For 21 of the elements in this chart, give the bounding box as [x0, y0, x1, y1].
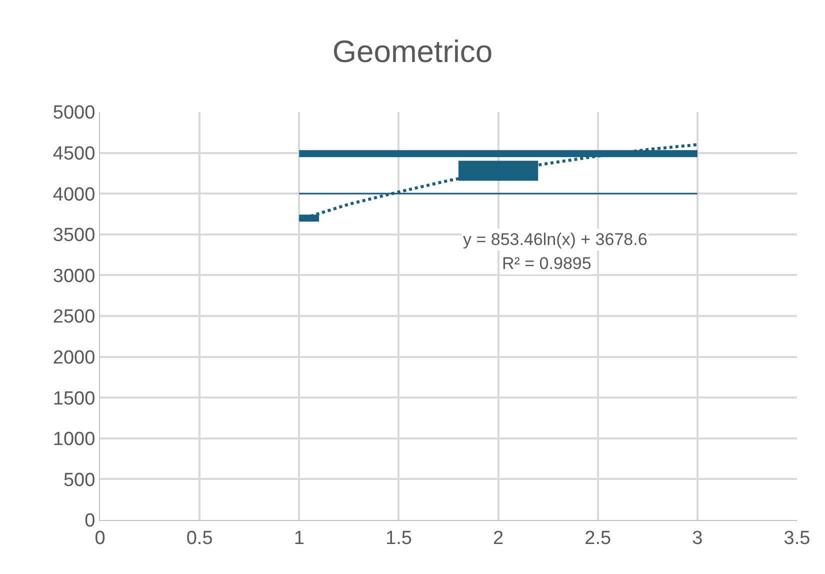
x-tick-label: 2.5: [584, 528, 612, 549]
y-tick-label: 3000: [52, 266, 96, 287]
y-tick-label: 4000: [52, 184, 96, 206]
x-tick-label: 3: [692, 528, 703, 549]
x-tick-label: 1: [294, 528, 304, 549]
annotation: y = 853.46ln(x) + 3678.6: [463, 230, 648, 249]
x-tick-label: 2: [493, 528, 504, 549]
y-tick-label: 500: [63, 470, 96, 491]
y-tick-label: 1000: [52, 429, 96, 450]
y-tick-label: 5000: [52, 102, 96, 124]
y-tick-label: 4500: [52, 143, 96, 164]
x-tick-label: 3.5: [784, 528, 810, 549]
y-tick-label: 0: [84, 510, 96, 532]
y-tick-label: 1500: [52, 388, 96, 410]
y-tick-label: 3500: [52, 225, 96, 246]
y-tick-label: 2000: [52, 347, 96, 368]
y-tick-label: 2500: [52, 306, 96, 328]
chart-title: Geometrico: [332, 34, 493, 69]
x-tick-label: 1.5: [386, 528, 412, 549]
annotation: R² = 0.9895: [502, 254, 592, 273]
x-tick-label: 0.5: [186, 528, 213, 549]
